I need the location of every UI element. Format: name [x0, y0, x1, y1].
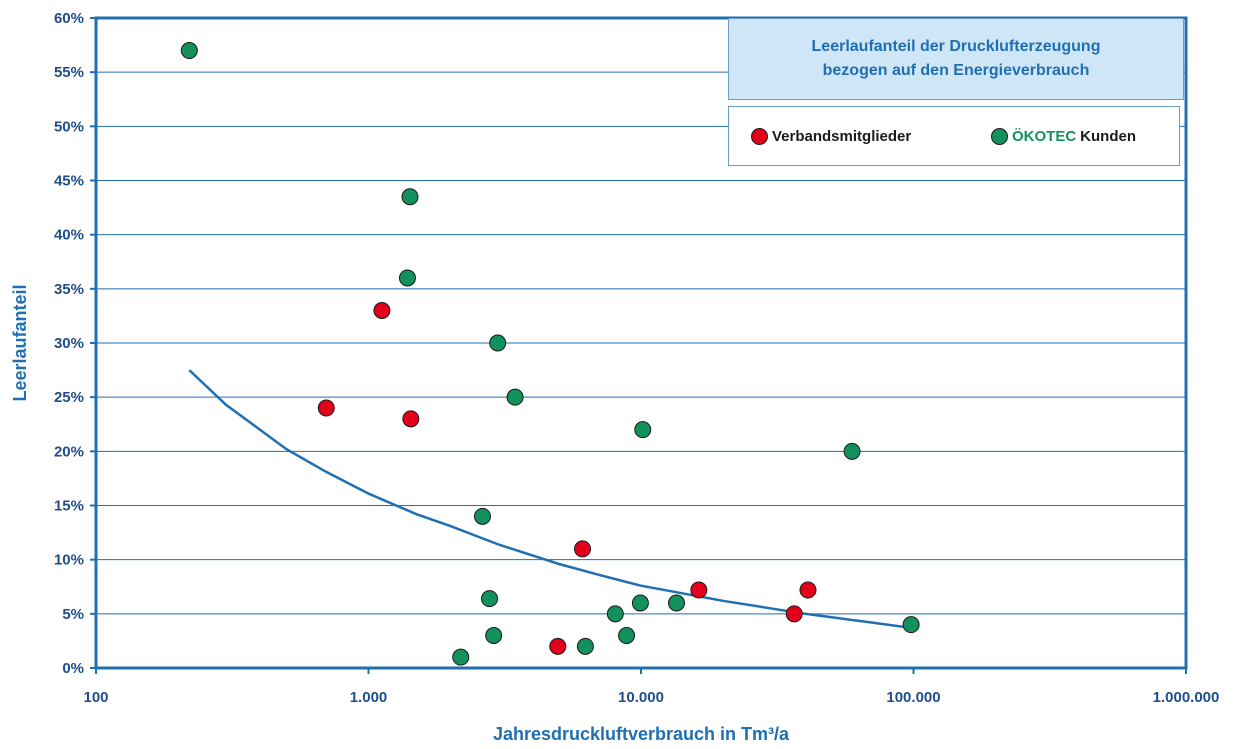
data-point-okotec-kunden — [180, 42, 198, 59]
x-axis-ticks: 100 1.000 10.000 100.000 1.000.000 — [83, 668, 1219, 706]
chart-title-box: Leerlaufanteil der Drucklufterzeugung be… — [728, 18, 1184, 100]
chart-title-line-1: Leerlaufanteil der Drucklufterzeugung — [811, 38, 1101, 55]
legend-label-okotec: ÖKOTEC — [1012, 127, 1077, 145]
data-points — [180, 42, 920, 666]
x-tick-label: 100.000 — [886, 689, 940, 706]
x-tick-label: 10.000 — [618, 689, 664, 706]
y-tick-label: 0% — [62, 660, 84, 677]
legend-label-verbandsmitglieder: Verbandsmitglieder — [772, 127, 912, 145]
plot-area-frame — [94, 16, 1188, 670]
x-tick-label: 100 — [83, 689, 108, 706]
y-tick-label: 60% — [54, 10, 84, 27]
data-point-verbandsmitglieder — [549, 637, 567, 655]
legend-item-verbandsmitglieder: Verbandsmitglieder — [751, 107, 911, 165]
data-point-okotec-kunden — [489, 334, 507, 352]
x-tick-label: 1.000.000 — [1153, 689, 1220, 706]
red-dot-icon — [751, 127, 768, 145]
data-point-okotec-kunden — [485, 627, 503, 644]
x-tick-label: 1.000 — [350, 689, 388, 706]
y-tick-label: 50% — [54, 118, 84, 135]
data-point-verbandsmitglieder — [373, 302, 391, 319]
data-point-okotec-kunden — [634, 421, 652, 439]
y-tick-label: 35% — [54, 281, 84, 298]
data-point-okotec-kunden — [452, 648, 470, 666]
data-point-okotec-kunden — [401, 188, 419, 206]
data-point-okotec-kunden — [398, 269, 416, 287]
data-point-okotec-kunden — [631, 594, 649, 612]
y-tick-label: 30% — [54, 335, 84, 352]
data-point-verbandsmitglieder — [574, 540, 592, 558]
y-axis-ticks: 0% 5% 10% 15% 20% 25% 30% 35% 40% 45% 50% 55% 60% — [54, 10, 96, 677]
data-point-okotec-kunden — [506, 388, 524, 406]
legend: Verbandsmitglieder ÖKOTEC Kunden — [728, 106, 1180, 166]
data-point-verbandsmitglieder — [317, 399, 335, 417]
data-point-verbandsmitglieder — [785, 605, 803, 623]
y-tick-label: 10% — [54, 552, 84, 569]
y-tick-label: 20% — [54, 443, 84, 460]
legend-item-okotec-kunden: ÖKOTEC Kunden — [991, 107, 1136, 165]
data-point-verbandsmitglieder — [690, 581, 708, 599]
data-point-verbandsmitglieder — [799, 581, 817, 599]
x-axis-title: Jahresdruckluftverbrauch in Tm³/a — [493, 724, 790, 744]
data-point-okotec-kunden — [668, 594, 686, 612]
data-point-okotec-kunden — [843, 442, 861, 460]
y-tick-label: 15% — [54, 498, 84, 515]
data-point-okotec-kunden — [481, 590, 499, 608]
y-tick-label: 40% — [54, 227, 84, 244]
data-point-okotec-kunden — [606, 605, 624, 623]
data-point-okotec-kunden — [576, 637, 594, 655]
y-axis-title: Leerlaufanteil — [10, 284, 30, 401]
trendline — [188, 369, 912, 630]
data-point-verbandsmitglieder — [402, 410, 420, 428]
y-tick-label: 5% — [62, 606, 84, 623]
green-dot-icon — [991, 127, 1008, 145]
y-tick-label: 45% — [54, 173, 84, 190]
trendline-path — [188, 369, 912, 630]
data-point-okotec-kunden — [473, 507, 491, 525]
data-point-okotec-kunden — [902, 616, 920, 634]
y-tick-label: 55% — [54, 64, 84, 81]
y-tick-label: 25% — [54, 389, 84, 406]
chart-title-line-2: bezogen auf den Energieverbrauch — [822, 62, 1090, 79]
data-point-okotec-kunden — [618, 627, 636, 644]
legend-label-kunden: Kunden — [1080, 127, 1136, 145]
